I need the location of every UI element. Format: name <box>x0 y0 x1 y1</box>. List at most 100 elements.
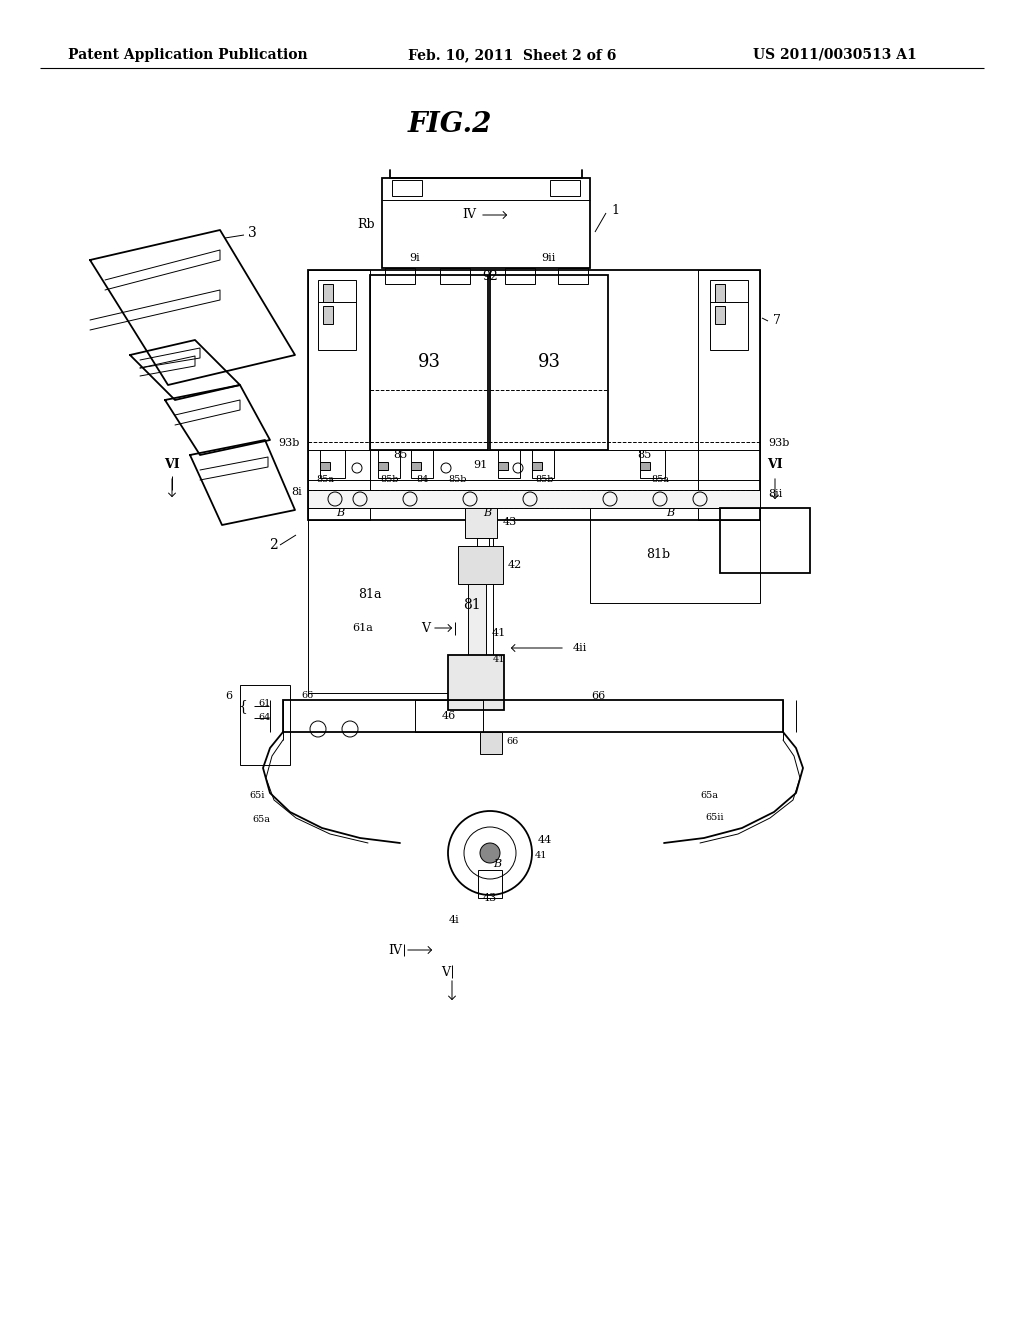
Text: 41: 41 <box>535 850 548 859</box>
Text: V: V <box>421 622 430 635</box>
Bar <box>385 268 415 284</box>
Bar <box>370 275 488 450</box>
Text: B: B <box>336 508 344 517</box>
Bar <box>477 539 489 546</box>
Text: 9ii: 9ii <box>541 253 555 263</box>
Bar <box>715 306 725 323</box>
Text: 1: 1 <box>611 203 618 216</box>
Bar <box>698 271 760 520</box>
Text: 84: 84 <box>417 475 429 484</box>
Bar <box>308 508 493 693</box>
Text: VI: VI <box>767 458 782 471</box>
Text: 92: 92 <box>482 269 498 282</box>
Text: 4ii: 4ii <box>573 643 588 653</box>
Text: 65ii: 65ii <box>705 813 724 822</box>
Text: 43: 43 <box>483 894 497 903</box>
Text: 64: 64 <box>258 714 270 722</box>
Bar <box>382 178 590 268</box>
Bar <box>498 450 520 478</box>
Text: 46: 46 <box>442 711 456 721</box>
Bar <box>392 180 422 195</box>
Bar <box>468 583 486 684</box>
Bar <box>308 450 760 480</box>
Bar <box>640 462 650 470</box>
Text: 41: 41 <box>492 628 506 638</box>
Text: 66: 66 <box>506 738 518 747</box>
Bar <box>318 280 356 350</box>
Text: 2: 2 <box>269 539 278 552</box>
Text: 8i: 8i <box>291 487 302 498</box>
Bar <box>319 462 330 470</box>
Text: 85b: 85b <box>449 475 467 484</box>
Text: 93: 93 <box>418 352 440 371</box>
Text: B: B <box>483 508 492 517</box>
Text: 65a: 65a <box>252 816 270 825</box>
Bar <box>240 685 290 766</box>
Bar <box>532 450 554 478</box>
Bar <box>715 284 725 302</box>
Bar <box>465 508 497 539</box>
Text: VI: VI <box>164 458 180 471</box>
Text: 85a: 85a <box>651 475 669 484</box>
Text: 91: 91 <box>473 459 487 470</box>
Bar <box>458 546 503 583</box>
Text: IV: IV <box>388 944 402 957</box>
Text: 3: 3 <box>248 226 257 240</box>
Bar <box>449 655 504 710</box>
Text: 81a: 81a <box>358 589 382 602</box>
Bar <box>378 462 388 470</box>
Bar <box>323 284 333 302</box>
Text: 9i: 9i <box>410 253 421 263</box>
Text: V: V <box>441 965 450 978</box>
Bar <box>308 271 760 520</box>
Text: 85: 85 <box>393 450 408 459</box>
Text: 93b: 93b <box>279 438 300 447</box>
Text: 66: 66 <box>302 692 314 701</box>
Text: US 2011/0030513 A1: US 2011/0030513 A1 <box>753 48 916 62</box>
Bar <box>378 450 400 478</box>
Text: 43: 43 <box>503 517 517 527</box>
Bar <box>308 271 370 520</box>
Bar <box>490 275 608 450</box>
Bar <box>558 268 588 284</box>
Text: 4i: 4i <box>449 915 460 925</box>
Text: 93b: 93b <box>768 438 790 447</box>
Text: Rb: Rb <box>357 219 375 231</box>
Text: 85b: 85b <box>536 475 554 484</box>
Bar <box>283 700 783 733</box>
Bar <box>498 462 508 470</box>
Bar <box>505 268 535 284</box>
Text: 42: 42 <box>508 560 522 570</box>
Text: Patent Application Publication: Patent Application Publication <box>69 48 308 62</box>
Text: 65a: 65a <box>700 791 718 800</box>
Text: B: B <box>493 859 501 869</box>
Text: 61: 61 <box>258 698 270 708</box>
Bar <box>590 508 760 603</box>
Text: 85b: 85b <box>381 475 399 484</box>
Bar <box>323 306 333 323</box>
Bar <box>710 280 748 350</box>
Text: 93: 93 <box>538 352 560 371</box>
Bar <box>550 180 580 195</box>
Text: 44: 44 <box>538 836 552 845</box>
Text: 7: 7 <box>773 314 781 326</box>
Bar <box>532 462 542 470</box>
Text: 66: 66 <box>591 690 605 701</box>
Text: 85a: 85a <box>316 475 334 484</box>
Text: 61a: 61a <box>352 623 374 634</box>
Text: 81b: 81b <box>646 549 670 561</box>
Bar <box>319 450 345 478</box>
Bar <box>411 450 433 478</box>
Bar <box>308 490 760 508</box>
Text: 41: 41 <box>493 656 506 664</box>
Text: B: B <box>666 508 674 517</box>
Text: 65i: 65i <box>250 791 265 800</box>
Bar <box>720 508 810 573</box>
Bar <box>640 450 665 478</box>
Circle shape <box>480 843 500 863</box>
Bar <box>480 733 502 754</box>
Bar <box>411 462 421 470</box>
Text: IV: IV <box>462 209 476 222</box>
Text: 85: 85 <box>637 450 651 459</box>
Text: 8ii: 8ii <box>768 488 782 499</box>
